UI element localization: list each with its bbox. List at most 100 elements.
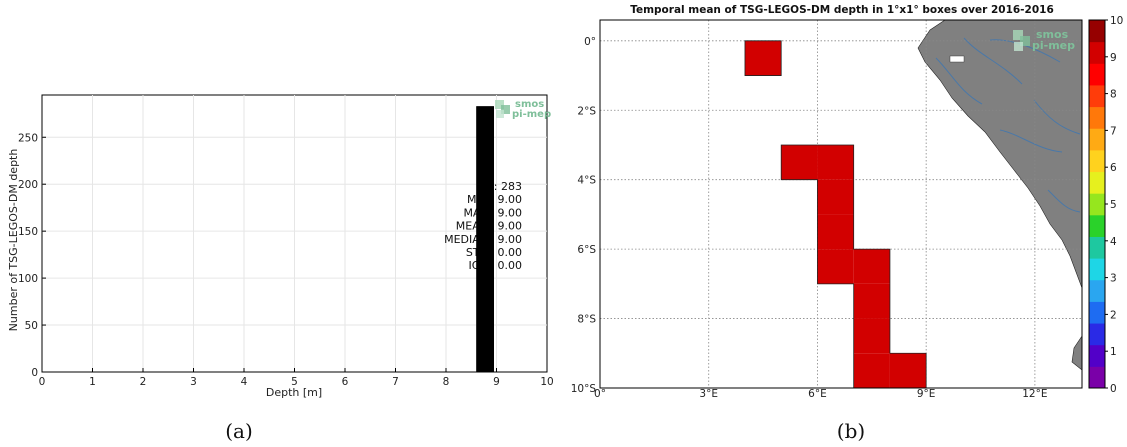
histogram-stat-value: 0.00 [498, 259, 523, 272]
colorbar-segment [1089, 63, 1105, 86]
histogram-y-tick-label: 200 [18, 179, 38, 191]
colorbar-segment [1089, 171, 1105, 194]
histogram-x-tick-label: 0 [39, 376, 46, 388]
map-cell [817, 144, 854, 180]
histogram-x-tick-label: 9 [493, 376, 500, 388]
map-panel: Temporal mean of TSG-LEGOS-DM depth in 1… [571, 4, 1124, 443]
colorbar-segment [1089, 236, 1105, 259]
colorbar-segment [1089, 84, 1105, 108]
histogram-x-tick-label: 6 [342, 376, 349, 388]
map-watermark-text-pimep: pi-mep [1032, 39, 1075, 52]
map-lake [949, 55, 965, 63]
colorbar-segment [1089, 323, 1105, 346]
map-x-tick-label: 0° [594, 388, 606, 400]
map-cell [853, 318, 890, 354]
histogram-stat-value: 9.00 [498, 220, 523, 233]
colorbar-tick-label: 6 [1110, 162, 1117, 174]
map-cell-outline [744, 40, 782, 76]
colorbar-ticks: 0 1 2 3 4 5 6 7 8 9 10 [1105, 15, 1123, 395]
histogram-stat-value: : 283 [494, 180, 522, 193]
map-y-ticks: 0° 2°S 4°S 6°S 8°S 10°S [571, 36, 597, 395]
histogram-panel: 0 1 2 3 4 5 6 7 8 9 10 0 50 100 150 200 250 Depth [m] N… [7, 94, 554, 443]
colorbar-tick-label: 1 [1110, 346, 1117, 358]
map-cells [744, 40, 927, 389]
colorbar-tick-label: 4 [1110, 236, 1117, 248]
colorbar-tick-label: 5 [1110, 199, 1117, 211]
map-cell [889, 353, 927, 388]
map-cell [817, 249, 854, 284]
histogram-stat-value: 0.00 [498, 246, 523, 259]
histogram-x-tick-label: 7 [392, 376, 399, 388]
histogram-stats: : 283N9.00MIN9.00MAX9.00MEAN9.00MEDIAN0.… [444, 106, 523, 373]
colorbar-segment [1089, 366, 1105, 389]
histogram-x-tick-label: 4 [241, 376, 248, 388]
colorbar-segment [1089, 149, 1105, 173]
map-y-tick-label: 6°S [577, 244, 596, 256]
colorbar-tick-label: 7 [1110, 125, 1117, 137]
colorbar-tick-label: 3 [1110, 273, 1117, 285]
colorbar-segment [1089, 128, 1105, 151]
panel-b-caption: (b) [837, 419, 865, 443]
histogram-stat-value: 9.00 [498, 206, 523, 219]
histogram-stat-value: 9.00 [498, 193, 523, 206]
colorbar-segment [1089, 20, 1105, 43]
histogram-x-tick-label: 1 [89, 376, 96, 388]
histogram-x-ticks: 0 1 2 3 4 5 6 7 8 9 10 [39, 368, 554, 388]
colorbar-segment [1089, 214, 1105, 237]
map-land-coast [917, 20, 1082, 289]
histogram-x-tick-label: 8 [443, 376, 450, 388]
histogram-y-tick-label: 50 [25, 320, 38, 332]
histogram-x-tick-label: 5 [291, 376, 298, 388]
map-x-tick-label: 12°E [1022, 388, 1047, 400]
map-watermark-text-smos: smos [1036, 28, 1069, 41]
map-frame [599, 19, 1083, 389]
map-cell [781, 144, 818, 180]
map-cell [853, 283, 890, 319]
colorbar-segment [1089, 258, 1105, 281]
watermark-text-smos: smos [515, 99, 544, 110]
histogram-y-tick-label: 100 [18, 273, 38, 285]
map-cell [817, 179, 854, 215]
histogram-y-tick-label: 150 [18, 226, 38, 238]
histogram-y-tick-label: 0 [31, 367, 38, 379]
colorbar-segment [1089, 41, 1105, 64]
map-cell [853, 353, 890, 388]
map-land-south [1071, 335, 1082, 371]
map-y-tick-label: 0° [584, 36, 596, 48]
watermark-text-pimep: pi-mep [512, 109, 551, 120]
colorbar-segment [1089, 106, 1105, 129]
histogram-grid [42, 95, 547, 372]
map-cell [817, 214, 854, 250]
colorbar-tick-label: 8 [1110, 89, 1117, 101]
histogram-bar-overlay [476, 106, 494, 373]
map-watermark-logo: smos pi-mep [1013, 28, 1075, 52]
map-cell [744, 40, 782, 76]
histogram-x-tick-label: 10 [540, 376, 553, 388]
map-x-tick-label: 9°E [917, 388, 936, 400]
map-x-tick-label: 6°E [808, 388, 827, 400]
map-title: Temporal mean of TSG-LEGOS-DM depth in 1… [630, 4, 1054, 16]
histogram-x-tick-label: 3 [190, 376, 197, 388]
histogram-y-axis-label: Number of TSG-LEGOS-DM depth [7, 149, 20, 332]
map-y-tick-label: 8°S [577, 314, 596, 326]
map-y-tick-label: 4°S [577, 175, 596, 187]
histogram-stat-value: 9.00 [498, 233, 523, 246]
colorbar-tick-label: 9 [1110, 52, 1117, 64]
map-y-tick-label: 2°S [577, 105, 596, 117]
colorbar-tick-label: 10 [1110, 15, 1123, 27]
map-x-tick-label: 3°E [699, 388, 718, 400]
colorbar [1088, 19, 1106, 389]
colorbar-segment [1089, 193, 1105, 216]
colorbar-segment [1089, 344, 1105, 367]
map-cell [853, 249, 890, 284]
histogram-y-ticks: 0 50 100 150 200 250 [18, 132, 46, 379]
colorbar-segment [1089, 279, 1105, 302]
histogram-watermark-logo: smos pi-mep [495, 99, 551, 120]
histogram-y-tick-label: 250 [18, 132, 38, 144]
colorbar-tick-label: 0 [1110, 383, 1117, 395]
histogram-x-axis-label: Depth [m] [266, 386, 322, 399]
map-x-ticks: 0° 3°E 6°E 9°E 12°E [594, 388, 1047, 400]
colorbar-segment [1089, 301, 1105, 324]
map-y-tick-label: 10°S [571, 383, 597, 395]
